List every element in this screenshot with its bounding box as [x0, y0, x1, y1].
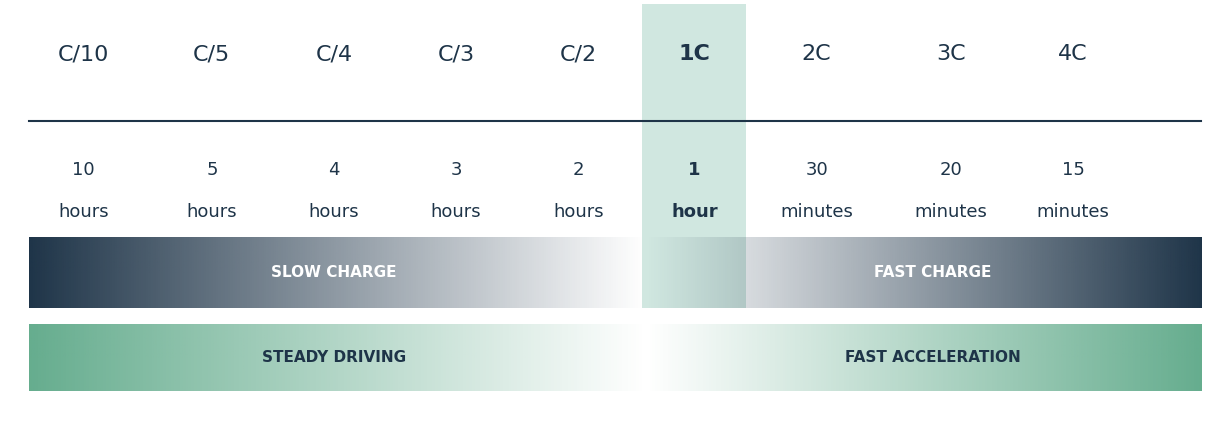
Text: C/3: C/3: [438, 44, 475, 64]
Text: 3: 3: [450, 162, 462, 179]
Text: 30: 30: [806, 162, 828, 179]
Text: hours: hours: [58, 203, 109, 221]
Text: 4: 4: [328, 162, 339, 179]
Text: hour: hour: [672, 203, 718, 221]
Text: hours: hours: [187, 203, 237, 221]
Text: 4C: 4C: [1058, 44, 1089, 64]
Text: 15: 15: [1061, 162, 1085, 179]
Text: 1: 1: [688, 162, 701, 179]
FancyBboxPatch shape: [642, 4, 747, 307]
Text: 20: 20: [940, 162, 962, 179]
Text: FAST ACCELERATION: FAST ACCELERATION: [845, 350, 1021, 365]
Text: 2: 2: [573, 162, 584, 179]
Text: C/2: C/2: [560, 44, 597, 64]
Text: hours: hours: [309, 203, 359, 221]
Text: 1C: 1C: [679, 44, 711, 64]
Text: hours: hours: [554, 203, 604, 221]
Text: C/10: C/10: [58, 44, 109, 64]
Text: STEADY DRIVING: STEADY DRIVING: [262, 350, 406, 365]
Text: 5: 5: [207, 162, 218, 179]
Text: minutes: minutes: [915, 203, 988, 221]
Text: SLOW CHARGE: SLOW CHARGE: [272, 265, 397, 280]
Text: hours: hours: [430, 203, 481, 221]
Text: FAST CHARGE: FAST CHARGE: [875, 265, 991, 280]
Text: minutes: minutes: [780, 203, 854, 221]
Text: minutes: minutes: [1037, 203, 1109, 221]
Text: 3C: 3C: [936, 44, 966, 64]
Text: C/4: C/4: [315, 44, 353, 64]
Text: 2C: 2C: [802, 44, 831, 64]
Text: C/5: C/5: [193, 44, 230, 64]
Text: 10: 10: [73, 162, 95, 179]
